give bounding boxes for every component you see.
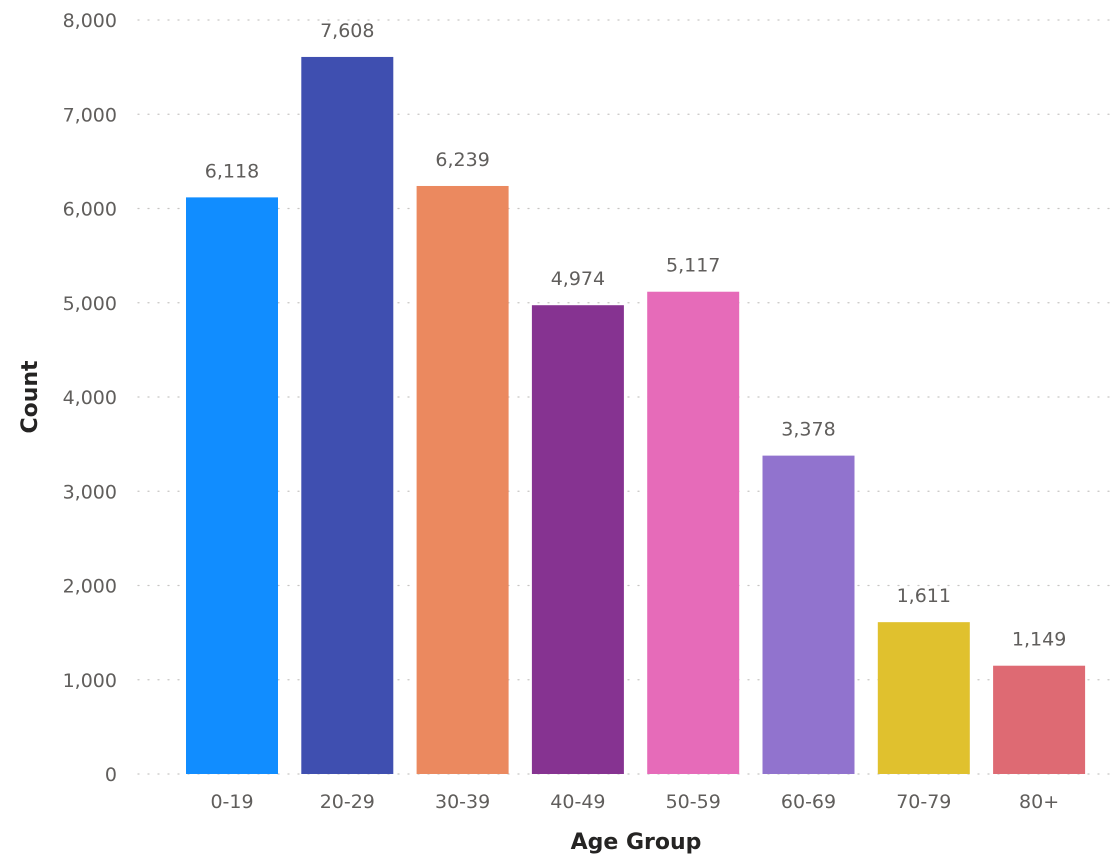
y-tick-label: 6,000 bbox=[63, 199, 117, 221]
y-tick-label: 8,000 bbox=[63, 10, 117, 32]
y-tick-label: 3,000 bbox=[63, 481, 117, 503]
data-label: 6,118 bbox=[205, 160, 259, 182]
data-label: 3,378 bbox=[781, 419, 835, 441]
data-label: 5,117 bbox=[666, 255, 720, 277]
data-label: 1,611 bbox=[897, 585, 951, 607]
bar-50-59[interactable] bbox=[647, 291, 740, 774]
y-tick-label: 4,000 bbox=[63, 387, 117, 409]
bar-20-29[interactable] bbox=[301, 56, 394, 775]
y-axis-title: Count bbox=[18, 360, 43, 434]
bar-60-69[interactable] bbox=[762, 455, 855, 774]
data-label: 6,239 bbox=[435, 149, 489, 171]
y-tick-label: 1,000 bbox=[63, 670, 117, 692]
y-axis-ticks: 0 1,000 2,000 3,000 4,000 5,000 6,000 7,000 8,00… bbox=[63, 10, 117, 786]
data-label: 4,974 bbox=[551, 268, 605, 290]
x-tick-label: 0-19 bbox=[210, 791, 253, 813]
y-tick-label: 2,000 bbox=[63, 576, 117, 598]
x-tick-label: 80+ bbox=[1019, 791, 1059, 813]
bar-30-39[interactable] bbox=[416, 185, 509, 774]
x-tick-label: 30-39 bbox=[435, 791, 490, 813]
data-labels: 6,118 7,608 6,239 4,974 5,117 3,378 1,611 1,149 bbox=[205, 20, 1067, 651]
bars bbox=[186, 56, 1086, 775]
bar-80+[interactable] bbox=[993, 665, 1086, 774]
x-tick-label: 60-69 bbox=[781, 791, 836, 813]
x-tick-label: 20-29 bbox=[320, 791, 375, 813]
x-axis-title: Age Group bbox=[571, 830, 702, 855]
x-tick-label: 40-49 bbox=[550, 791, 605, 813]
bar-0-19[interactable] bbox=[186, 197, 278, 775]
y-tick-label: 5,000 bbox=[63, 293, 117, 315]
y-tick-label: 7,000 bbox=[63, 104, 117, 126]
x-axis-ticks: 0-19 20-29 30-39 40-49 50-59 60-69 70-79 80+ bbox=[210, 791, 1059, 813]
data-label: 7,608 bbox=[320, 20, 374, 42]
bar-70-79[interactable] bbox=[877, 622, 970, 774]
data-label: 1,149 bbox=[1012, 629, 1066, 651]
x-tick-label: 70-79 bbox=[896, 791, 951, 813]
x-tick-label: 50-59 bbox=[666, 791, 721, 813]
bar-40-49[interactable] bbox=[531, 305, 624, 774]
y-tick-label: 0 bbox=[105, 764, 117, 786]
